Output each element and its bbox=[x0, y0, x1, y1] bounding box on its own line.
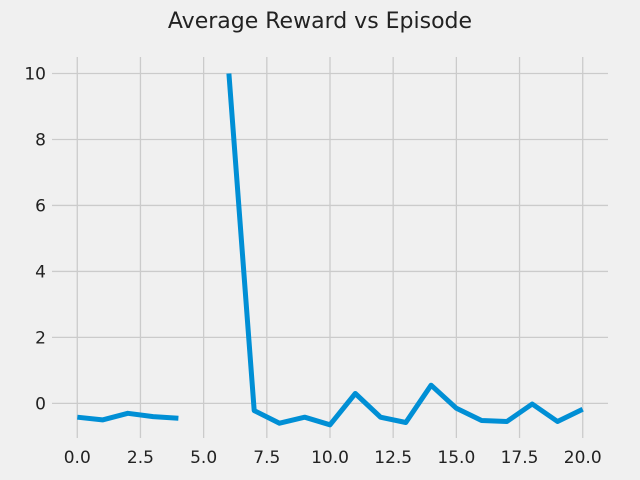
y-tick-label: 6 bbox=[35, 196, 46, 216]
y-axis-ticks: 0 2 4 6 8 10 bbox=[24, 64, 46, 414]
series-line-segment bbox=[77, 410, 179, 423]
y-tick-label: 10 bbox=[24, 64, 46, 84]
x-axis-ticks: 0.0 2.5 5.0 7.5 10.0 12.5 15.0 17.5 20.0 bbox=[64, 448, 602, 468]
x-tick-label: 7.5 bbox=[253, 448, 280, 468]
x-tick-label: 2.5 bbox=[127, 448, 154, 468]
x-tick-label: 20.0 bbox=[564, 448, 602, 468]
y-tick-label: 0 bbox=[35, 394, 46, 414]
x-tick-label: 0.0 bbox=[64, 448, 91, 468]
series bbox=[77, 73, 584, 428]
x-tick-label: 17.5 bbox=[501, 448, 539, 468]
chart-title: Average Reward vs Episode bbox=[168, 9, 472, 34]
series-line-segment bbox=[226, 73, 584, 428]
x-tick-label: 12.5 bbox=[374, 448, 412, 468]
y-tick-label: 2 bbox=[35, 328, 46, 348]
x-tick-label: 10.0 bbox=[311, 448, 349, 468]
y-tick-label: 4 bbox=[35, 262, 46, 282]
grid bbox=[52, 57, 608, 438]
x-tick-label: 5.0 bbox=[190, 448, 217, 468]
x-tick-label: 15.0 bbox=[437, 448, 475, 468]
y-tick-label: 8 bbox=[35, 130, 46, 150]
